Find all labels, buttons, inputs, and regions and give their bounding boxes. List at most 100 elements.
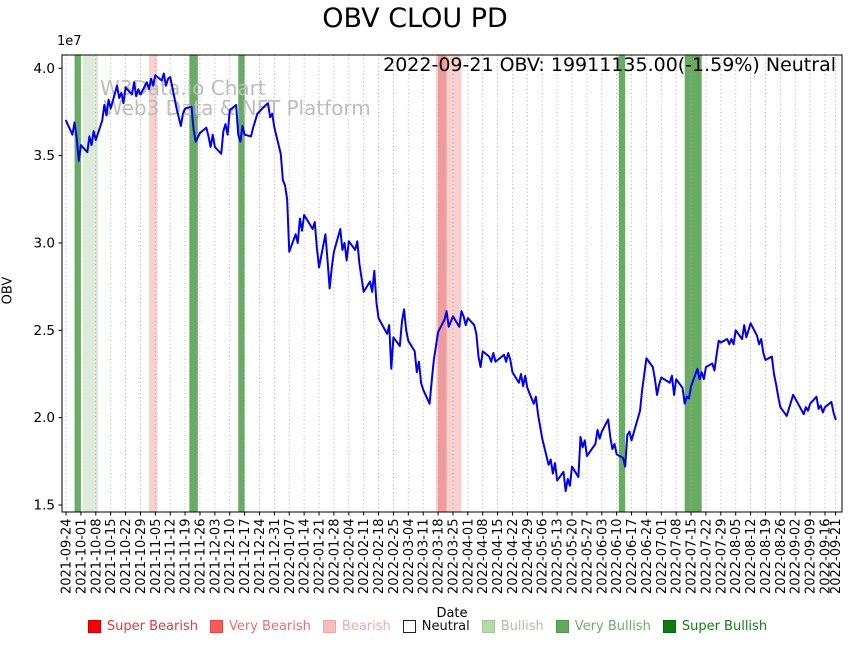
y-tick-label: 2.0 xyxy=(34,410,55,426)
gridlines-layer xyxy=(65,55,837,512)
y-tick-label: 1.5 xyxy=(34,498,55,514)
y-tick-label: 2.5 xyxy=(34,323,55,339)
legend-label: Bullish xyxy=(500,619,544,634)
x-tick-label: 2021-11-19 xyxy=(179,519,194,595)
x-tick-label: 2022-07-22 xyxy=(699,519,714,595)
x-tick-label: 2022-01-28 xyxy=(327,519,342,595)
x-tick-label: 2022-01-07 xyxy=(283,519,298,595)
x-tick-label: 2022-04-08 xyxy=(476,519,491,595)
signal-band-very_bullish xyxy=(189,55,198,512)
legend-swatch-icon xyxy=(87,620,101,633)
x-tick-label: 2021-10-15 xyxy=(104,519,119,595)
legend-item-super-bearish: Super Bearish xyxy=(87,619,198,634)
y-tick-label: 3.5 xyxy=(34,148,55,164)
obv-line xyxy=(65,72,837,493)
x-tick-label: 2022-07-08 xyxy=(670,519,685,595)
x-tick-label: 2022-02-11 xyxy=(357,519,372,595)
legend-label: Neutral xyxy=(421,619,470,634)
x-tick-label: 2022-07-01 xyxy=(655,519,670,595)
x-tick-label: 2022-08-05 xyxy=(729,519,744,595)
obv-line-layer xyxy=(65,72,837,493)
legend-swatch-icon xyxy=(210,620,223,633)
x-axis-title: Date xyxy=(436,606,468,621)
y-tick-label: 4.0 xyxy=(34,61,55,77)
x-tick-label: 2021-09-24 xyxy=(60,519,75,595)
x-tick-label: 2021-11-26 xyxy=(193,519,208,595)
legend-item-bearish: Bearish xyxy=(322,619,391,634)
x-tick-label: 2022-05-13 xyxy=(551,519,566,595)
x-tick-label: 2022-03-25 xyxy=(446,519,461,595)
chart-title: OBV CLOU PD xyxy=(322,3,508,34)
legend-swatch-icon xyxy=(481,620,495,633)
x-tick-label: 2021-11-05 xyxy=(149,519,164,595)
legend-label: Very Bullish xyxy=(574,619,651,634)
x-tick-label: 2022-06-24 xyxy=(640,519,655,595)
x-tick-label: 2022-05-06 xyxy=(536,519,551,595)
x-tick-label: 2022-05-27 xyxy=(580,519,595,595)
axes-layer: 2021-09-24 2021-10-01 2021-10-08 2021-10-15… xyxy=(34,54,844,595)
signal-band-very_bullish xyxy=(684,55,702,512)
legend-item-very-bearish: Very Bearish xyxy=(210,619,311,634)
plot-frame xyxy=(61,54,843,513)
signal-band-bullish xyxy=(83,55,98,512)
x-tick-label: 2022-09-02 xyxy=(789,519,804,595)
x-tick-label: 2021-12-17 xyxy=(238,519,253,595)
x-tick-label: 2022-02-04 xyxy=(342,519,357,595)
signal-bands-layer xyxy=(74,55,702,512)
x-tick-label: 2021-10-29 xyxy=(134,519,149,595)
x-tick-label: 2022-02-25 xyxy=(387,519,402,595)
legend-swatch-icon xyxy=(402,620,416,633)
x-tick-label: 2022-01-14 xyxy=(298,519,313,595)
signal-band-bearish xyxy=(148,55,158,512)
x-tick-label: 2022-02-18 xyxy=(372,519,387,595)
signal-band-very_bearish xyxy=(438,55,447,512)
x-tick-label: 2022-07-15 xyxy=(685,519,700,595)
x-tick-label: 2022-04-29 xyxy=(521,519,536,595)
legend-label: Super Bearish xyxy=(106,619,198,634)
x-tick-label: 2022-03-11 xyxy=(417,519,432,595)
legend-item-very-bullish: Very Bullish xyxy=(555,619,651,634)
legend-swatch-icon xyxy=(555,620,569,633)
x-tick-label: 2021-10-22 xyxy=(119,519,134,595)
x-tick-label: 2022-06-10 xyxy=(610,519,625,595)
x-tick-label: 2021-12-31 xyxy=(268,519,283,595)
legend-swatch-icon xyxy=(322,620,336,633)
x-tick-label: 2022-04-15 xyxy=(491,519,506,595)
signal-band-very_bullish xyxy=(618,55,626,512)
x-tick-label: 2022-01-21 xyxy=(313,519,328,595)
signal-band-very_bullish xyxy=(74,55,81,512)
x-tick-label: 2022-07-29 xyxy=(714,519,729,595)
x-tick-label: 2022-08-12 xyxy=(744,519,759,595)
x-tick-label: 2022-09-16 xyxy=(818,519,833,595)
sentiment-legend: Super Bearish Very Bearish Bearish Neutral B… xyxy=(0,619,855,634)
x-tick-label: 2022-08-26 xyxy=(774,519,789,595)
signal-band-very_bullish xyxy=(238,55,245,512)
x-tick-label: 2022-03-18 xyxy=(432,519,447,595)
x-tick-label: 2021-12-10 xyxy=(223,519,238,595)
legend-item-neutral: Neutral xyxy=(402,619,470,634)
legend-label: Bearish xyxy=(341,619,391,634)
x-tick-label: 2021-10-01 xyxy=(74,519,89,595)
y-axis-offset-label: 1e7 xyxy=(57,34,82,49)
legend-item-bullish: Bullish xyxy=(481,619,544,634)
x-tick-label: 2022-03-04 xyxy=(402,519,417,595)
watermark-line1: W3Data.io Chart xyxy=(100,76,266,100)
y-tick-label: 3.0 xyxy=(34,235,55,251)
latest-obv-annotation: 2022-09-21 OBV: 19911135.00(-1.59%) Neut… xyxy=(383,54,836,76)
x-tick-label: 2022-09-21 xyxy=(829,519,844,595)
x-tick-label: 2022-05-20 xyxy=(566,519,581,595)
x-tick-label: 2021-12-03 xyxy=(208,519,223,595)
legend-label: Super Bullish xyxy=(681,619,768,634)
legend-swatch-icon xyxy=(662,620,676,633)
x-tick-label: 2021-12-24 xyxy=(253,519,268,595)
legend-item-super-bullish: Super Bullish xyxy=(662,619,768,634)
x-tick-label: 2022-08-19 xyxy=(759,519,774,595)
x-tick-label: 2022-09-09 xyxy=(804,519,819,595)
x-tick-label: 2021-11-12 xyxy=(164,519,179,595)
x-tick-label: 2022-06-17 xyxy=(625,519,640,595)
x-tick-label: 2022-04-01 xyxy=(461,519,476,595)
legend-label: Very Bearish xyxy=(229,619,311,634)
x-tick-label: 2022-04-22 xyxy=(506,519,521,595)
